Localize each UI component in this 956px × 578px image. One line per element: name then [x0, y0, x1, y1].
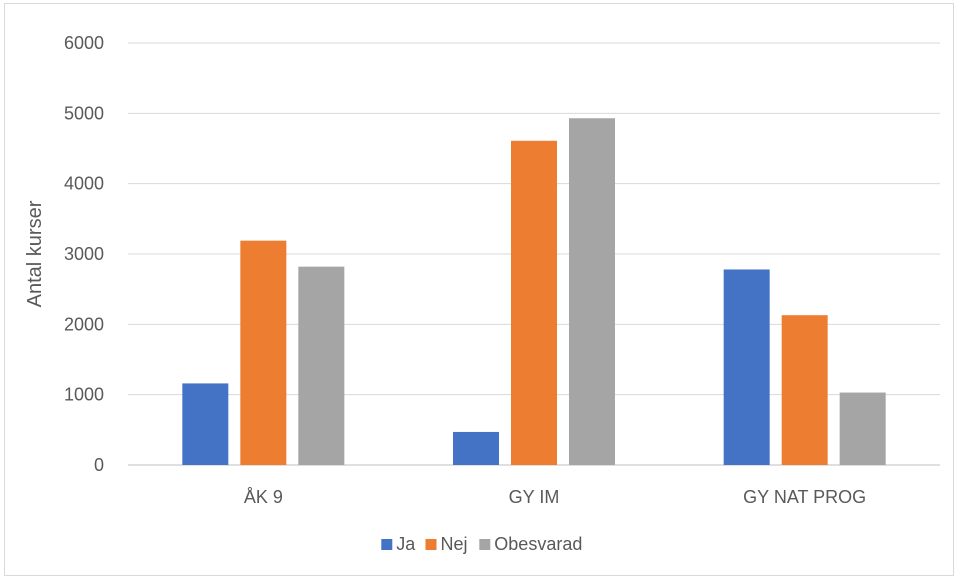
y-tick-label: 5000 [64, 103, 104, 123]
legend-swatch-ja [381, 539, 393, 550]
y-tick-label: 1000 [64, 385, 104, 405]
bar-ja-2 [723, 269, 770, 465]
x-tick-label: ÅK 9 [244, 487, 283, 507]
y-tick-label: 6000 [64, 33, 104, 53]
y-axis-title: Antal kurser [24, 200, 46, 307]
bar-ja-0 [182, 383, 229, 465]
bar-nej-0 [240, 240, 287, 465]
y-tick-labels: 0 1000 2000 3000 4000 5000 6000 [64, 33, 104, 475]
y-tick-label: 2000 [64, 314, 104, 334]
y-tick-label: 3000 [64, 244, 104, 264]
bar-obesvarad-1 [569, 118, 615, 466]
bar-nej-2 [781, 315, 828, 465]
bar-obesvarad-2 [839, 392, 886, 465]
bars [182, 118, 886, 466]
legend-label-nej: Nej [441, 534, 468, 554]
legend-label-ja: Ja [396, 534, 416, 554]
chart-frame [4, 3, 954, 576]
legend-swatch-obesvarad [479, 539, 491, 550]
y-tick-label: 0 [94, 455, 104, 475]
legend: Ja Nej Obesvarad [381, 534, 582, 554]
bar-ja-1 [453, 431, 499, 465]
legend-swatch-nej [425, 539, 437, 550]
y-tick-label: 4000 [64, 174, 104, 194]
legend-label-obesvarad: Obesvarad [494, 534, 582, 554]
bar-obesvarad-0 [298, 266, 345, 465]
x-tick-label: GY NAT PROG [743, 487, 866, 507]
x-tick-labels: ÅK 9 GY IM GY NAT PROG [244, 487, 866, 507]
x-tick-label: GY IM [509, 487, 560, 507]
bar-nej-1 [511, 140, 557, 465]
